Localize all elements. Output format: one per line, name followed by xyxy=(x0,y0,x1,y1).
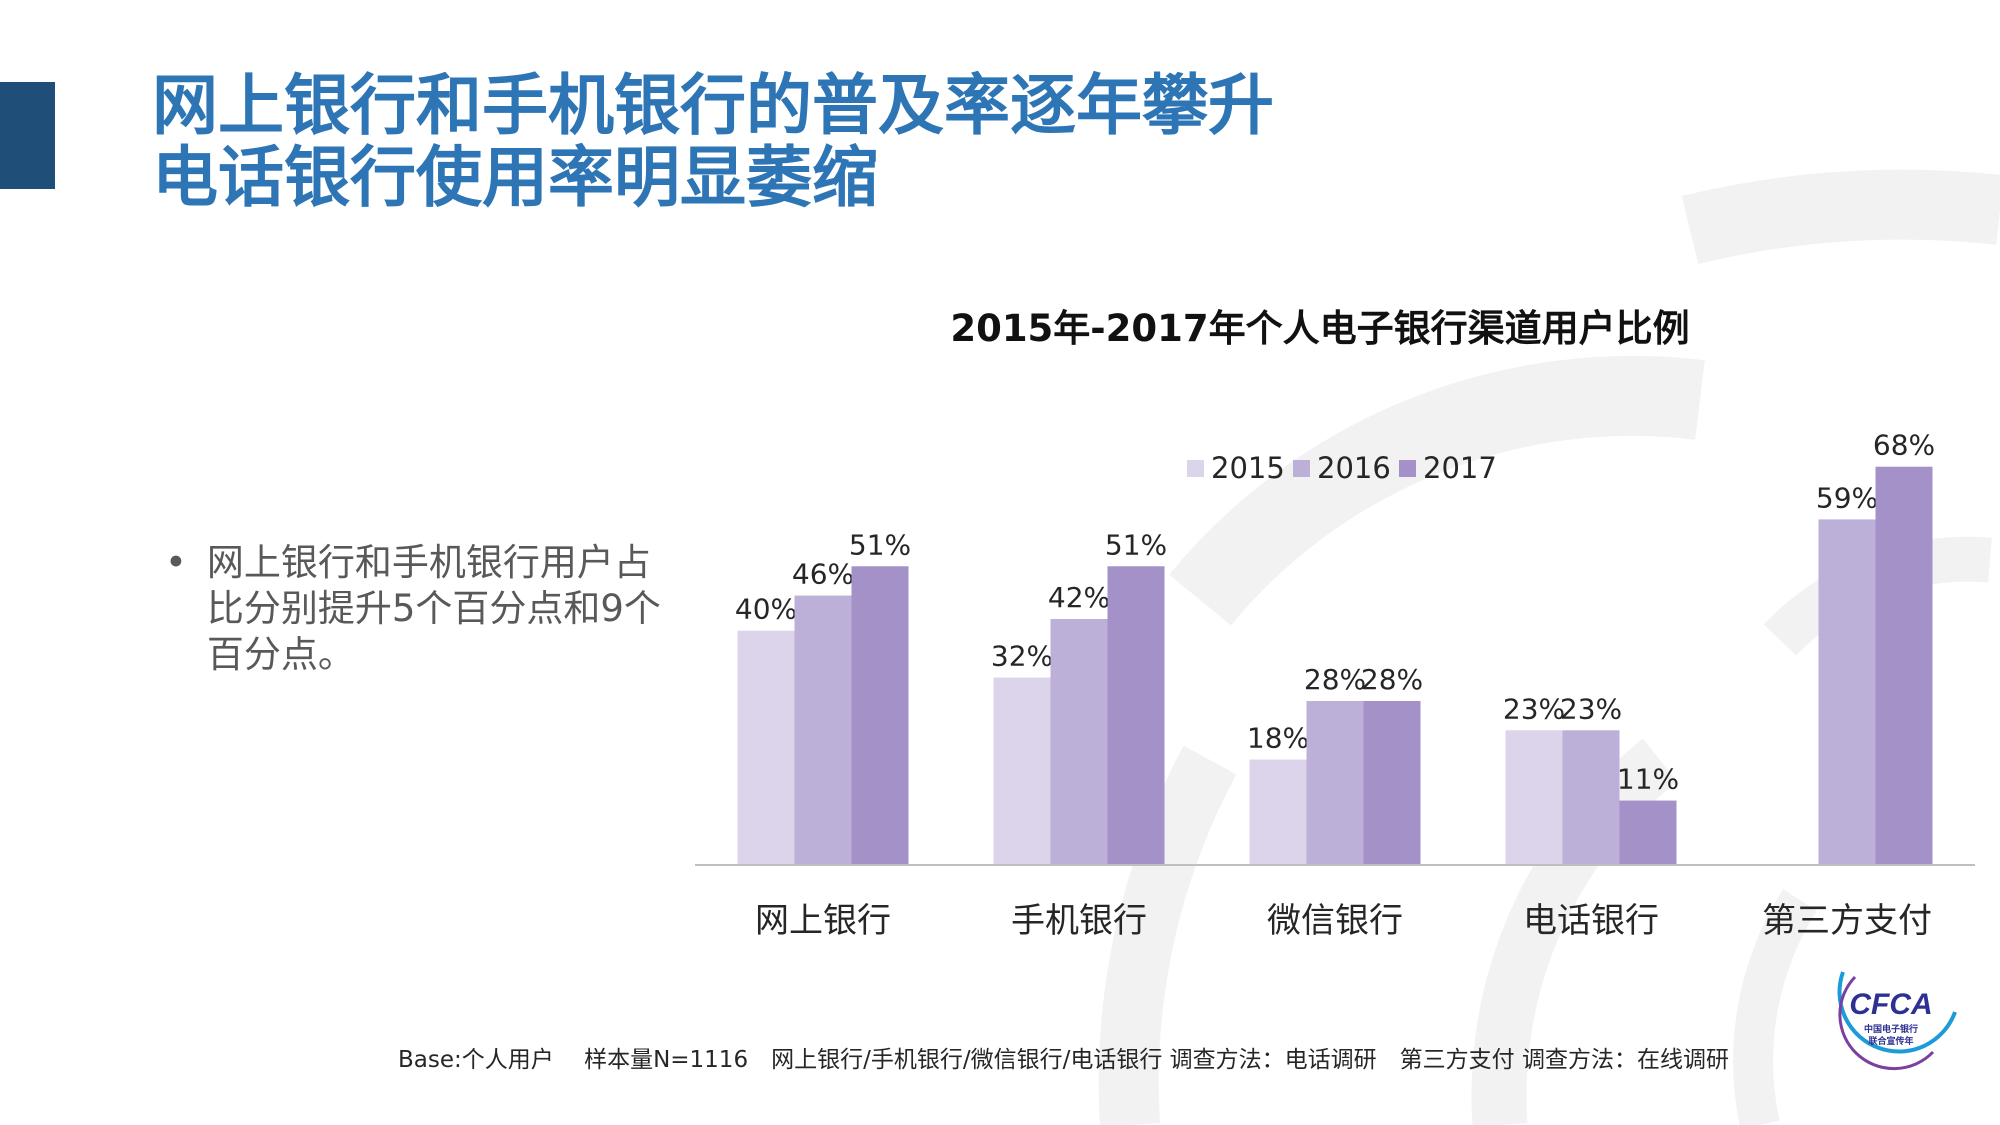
legend-swatch xyxy=(1293,460,1310,477)
data-label: 28% xyxy=(1361,663,1423,696)
data-label: 42% xyxy=(1048,581,1110,614)
data-label: 28% xyxy=(1304,663,1366,696)
bullet-text: 网上银行和手机银行用户占比分别提升5个百分点和9个百分点。 xyxy=(206,541,661,676)
category-label: 手机银行 xyxy=(1011,901,1147,941)
bar xyxy=(1562,730,1620,865)
data-label: 18% xyxy=(1247,722,1309,755)
data-label: 46% xyxy=(792,558,854,591)
data-label: 23% xyxy=(1503,692,1565,725)
bar xyxy=(1818,519,1876,865)
bar xyxy=(737,630,795,865)
data-label: 51% xyxy=(849,528,911,561)
category-label: 电话银行 xyxy=(1523,901,1659,941)
data-label: 40% xyxy=(735,593,797,626)
data-label: 59% xyxy=(1816,481,1878,514)
page-title-line-1: 网上银行和手机银行的普及率逐年攀升 xyxy=(152,67,1274,144)
accent-bar xyxy=(0,82,55,189)
bar xyxy=(794,595,852,865)
logo-subtext-1: 中国电子银行 xyxy=(1864,1023,1918,1035)
bar xyxy=(851,566,909,865)
logo-subtext-2: 联合宣传年 xyxy=(1868,1035,1913,1047)
logo-ring-outer xyxy=(1837,971,1957,1054)
logo-ring-inner xyxy=(1838,975,1935,1071)
bar xyxy=(1363,701,1421,865)
category-label: 网上银行 xyxy=(755,901,891,941)
cfca-logo: CFCA 中国电子银行 联合宣传年 xyxy=(1837,971,1957,1071)
category-label: 第三方支付 xyxy=(1762,901,1932,941)
data-label: 51% xyxy=(1105,528,1167,561)
legend-label: 2016 xyxy=(1317,451,1391,485)
page-title: 网上银行和手机银行的普及率逐年攀升 电话银行使用率明显萎缩 xyxy=(152,70,1274,214)
data-label: 11% xyxy=(1617,763,1679,796)
bar xyxy=(1619,800,1677,865)
bar xyxy=(993,677,1051,865)
footnote: Base:个人用户 样本量N=1116 网上银行/手机银行/微信银行/电话银行 … xyxy=(398,1047,1729,1073)
data-label: 68% xyxy=(1873,429,1935,462)
legend-label: 2015 xyxy=(1211,451,1285,485)
page-title-line-2: 电话银行使用率明显萎缩 xyxy=(152,139,878,216)
data-label: 32% xyxy=(991,640,1053,673)
chart-title: 2015年-2017年个人电子银行渠道用户比例 xyxy=(950,307,1690,350)
bar xyxy=(1107,566,1165,865)
bar xyxy=(1505,730,1563,865)
bar xyxy=(1050,619,1108,865)
data-label: 23% xyxy=(1560,692,1622,725)
bullet-point: • 网上银行和手机银行用户占比分别提升5个百分点和9个百分点。 xyxy=(165,540,685,678)
bar xyxy=(1875,466,1933,865)
logo-wordmark: CFCA xyxy=(1849,988,1932,1021)
legend-label: 2017 xyxy=(1423,451,1497,485)
bullet-symbol: • xyxy=(165,541,187,584)
legend-swatch xyxy=(1399,460,1416,477)
bar xyxy=(1306,701,1364,865)
bar xyxy=(1249,759,1307,865)
category-label: 微信银行 xyxy=(1267,901,1403,941)
legend-swatch xyxy=(1187,460,1204,477)
